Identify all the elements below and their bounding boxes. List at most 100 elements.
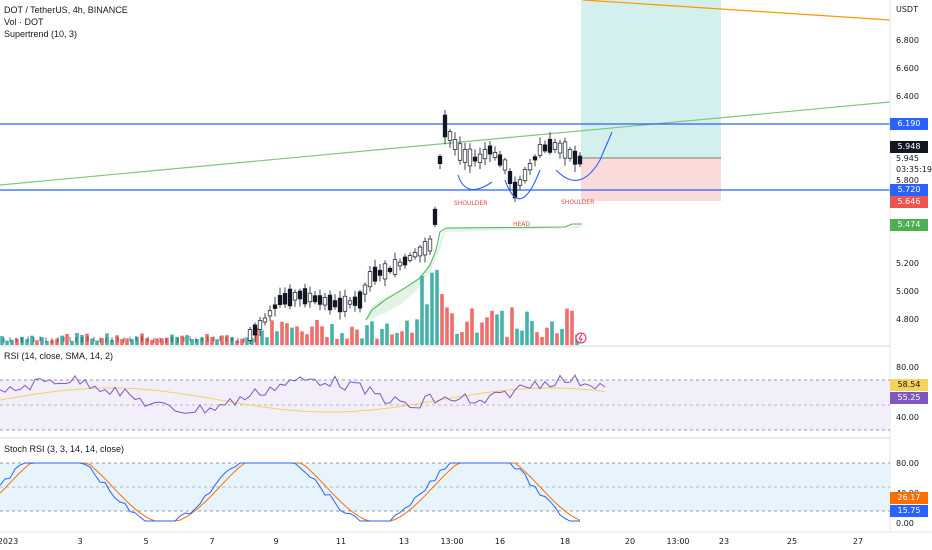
stoch-k-value-tag: 15.75: [890, 505, 928, 517]
candle: [552, 142, 558, 150]
time-tick: 18: [560, 537, 570, 546]
rsi-legend[interactable]: RSI (14, close, SMA, 14, 2): [4, 351, 114, 361]
candle: [402, 256, 408, 266]
time-tick: 27: [853, 537, 863, 546]
orange-trend-line[interactable]: [582, 0, 891, 21]
time-axis[interactable]: 2023 3 5 7 9 11 13 13:00 16 18 20 13:00 23 25 27: [0, 537, 863, 546]
candle: [442, 114, 448, 138]
volume-bar: [70, 340, 74, 345]
volume-bar: [270, 320, 274, 345]
stoch-tick: 0.00: [896, 519, 914, 528]
candle: [257, 320, 263, 330]
candle: [577, 155, 583, 165]
volume-bar: [295, 326, 299, 345]
last-price-label: 5.945: [896, 154, 919, 163]
volume-bar: [375, 338, 379, 345]
volume-bar: [245, 337, 249, 345]
candle: [272, 304, 278, 309]
candle: [532, 156, 538, 161]
volume-bar: [565, 308, 569, 345]
rsi-ma-value-tag: 58.54: [890, 379, 928, 391]
stoch-legend[interactable]: Stoch RSI (3, 3, 14, 14, close): [4, 444, 125, 454]
volume-bar: [10, 339, 14, 345]
support-price-tag: 5.720: [890, 184, 928, 196]
volume-bar: [445, 307, 449, 345]
rsi-panel[interactable]: [0, 374, 890, 431]
current-price-tag: 5.948: [890, 141, 928, 153]
price-tick: 6.600: [896, 64, 919, 73]
volume-bar: [325, 337, 329, 345]
supertrend-legend[interactable]: Supertrend (10, 3): [4, 29, 78, 39]
candle: [252, 324, 258, 336]
volume-bar: [365, 325, 369, 345]
price-tick: 5.800: [896, 176, 919, 185]
candle: [352, 296, 358, 306]
candle: [452, 139, 458, 150]
volume-bar: [205, 334, 209, 345]
price-axis[interactable]: USDT 6.800 6.600 6.400 5.800 5.200 5.000…: [896, 5, 932, 528]
rsi-tick: 40.00: [896, 413, 919, 422]
volume-bar: [0, 336, 4, 345]
candle: [377, 269, 383, 276]
volume-bar: [310, 326, 314, 345]
volume-bar: [345, 338, 349, 345]
volume-bar: [520, 330, 524, 345]
volume-bar: [400, 331, 404, 345]
candle: [427, 238, 433, 252]
stoch-panel[interactable]: [0, 462, 890, 522]
symbol-legend[interactable]: DOT / TetherUS, 4h, BINANCE: [4, 5, 128, 15]
candle: [547, 138, 553, 153]
candle: [472, 156, 478, 162]
volume-bar: [280, 321, 284, 345]
volume-bar: [540, 336, 544, 345]
alert-icon[interactable]: [575, 332, 587, 344]
candle: [477, 153, 483, 163]
candle: [437, 156, 443, 164]
volume-bar: [380, 328, 384, 345]
right-shoulder-curve: [555, 131, 613, 181]
volume-bar: [185, 335, 189, 345]
volume-bar: [370, 321, 374, 345]
volume-bar: [430, 272, 434, 345]
volume-bar: [510, 307, 514, 345]
volume-bar: [305, 334, 309, 345]
candle: [502, 159, 508, 171]
price-panel[interactable]: SHOULDER HEAD SHOULDER: [0, 0, 891, 345]
volume-bar: [225, 335, 229, 345]
time-tick: 7: [209, 537, 214, 546]
volume-bar: [405, 320, 409, 345]
candle: [567, 149, 573, 159]
volume-bar: [300, 331, 304, 345]
candle: [497, 154, 503, 166]
rsi-ma-line: [0, 387, 606, 413]
head-curve: [504, 169, 541, 200]
volume-bar: [495, 314, 499, 345]
price-tick: 6.400: [896, 92, 919, 101]
candle: [327, 294, 333, 311]
volume-bar: [35, 340, 39, 345]
volume-bar: [250, 338, 254, 345]
volume-bar: [320, 326, 324, 345]
price-tick: 5.200: [896, 259, 919, 268]
volume-bar: [5, 340, 9, 345]
candle: [392, 259, 398, 275]
volume-bar: [75, 333, 79, 345]
candle: [337, 297, 343, 313]
volume-bar: [240, 338, 244, 345]
candle: [277, 295, 283, 305]
candle: [247, 329, 253, 341]
volume-legend[interactable]: Vol · DOT: [4, 17, 44, 27]
candle: [292, 292, 298, 301]
volume-bar: [505, 336, 509, 345]
volume-bar: [465, 321, 469, 345]
candle: [397, 261, 403, 267]
rsi-tick: 80.00: [896, 363, 919, 372]
price-tick: 4.800: [896, 315, 919, 324]
volume-bar: [55, 338, 59, 345]
volume-bar: [100, 338, 104, 345]
volume-bar: [545, 327, 549, 345]
volume-bar: [120, 339, 124, 345]
candle: [417, 246, 423, 257]
price-tick: 6.800: [896, 36, 919, 45]
